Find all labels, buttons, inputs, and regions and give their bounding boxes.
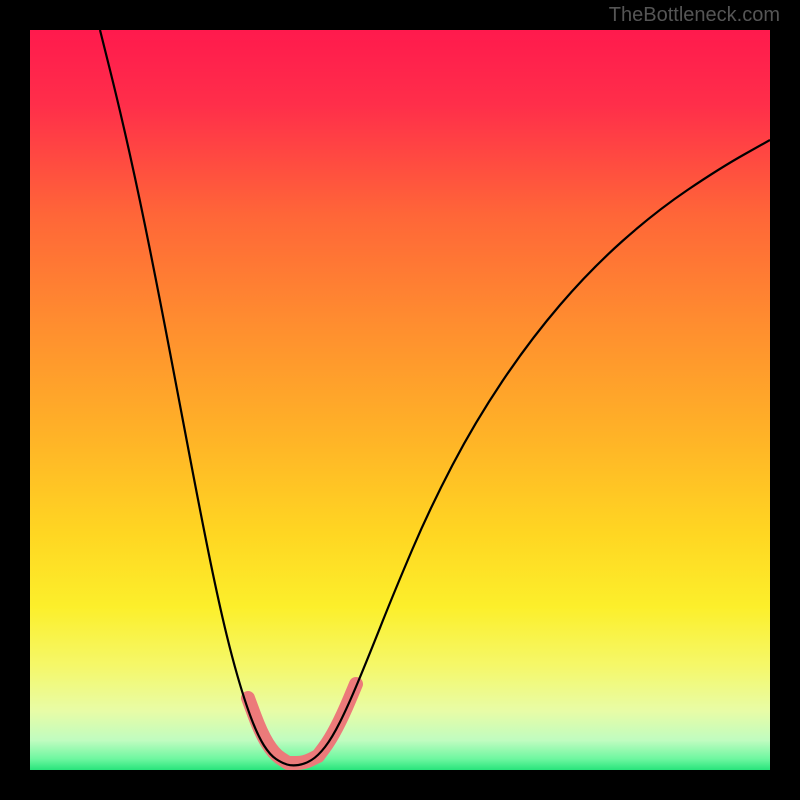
curve-layer (30, 30, 770, 770)
bottleneck-curve (100, 30, 770, 765)
highlight-segment (248, 698, 288, 763)
plot-area (30, 30, 770, 770)
watermark-text: TheBottleneck.com (609, 4, 780, 27)
highlight-segment (318, 684, 356, 756)
